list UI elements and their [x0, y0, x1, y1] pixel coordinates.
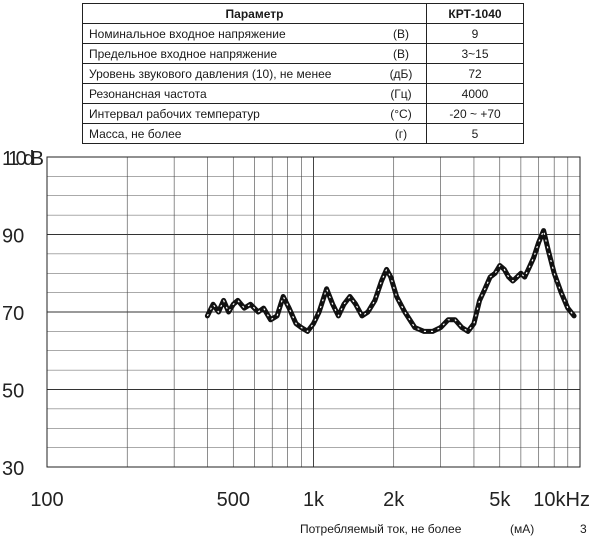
- spec-row: Интервал рабочих температур (°С) -20 ~ +70: [82, 103, 524, 124]
- spec-row: Номинальное входное напряжение (В) 9: [82, 23, 524, 44]
- spec-row: Резонансная частота (Гц) 4000: [82, 83, 524, 104]
- header-model: КРТ-1040: [426, 3, 524, 24]
- spec-unit: (В): [376, 23, 427, 44]
- x-tick-label: 10kHz: [533, 489, 590, 511]
- spec-name: Предельное входное напряжение: [82, 43, 376, 64]
- header-parameter: Параметр: [82, 3, 427, 24]
- y-tick-label: 110dB: [2, 148, 44, 170]
- response-curve: [204, 228, 577, 334]
- x-tick-label: 100: [30, 489, 63, 511]
- spec-row: Уровень звукового давления (10), не мене…: [82, 63, 524, 84]
- current-value: 3: [580, 522, 587, 536]
- spec-row: Масса, не более (г) 5: [82, 123, 524, 144]
- chart-grid: [46, 156, 581, 468]
- spec-value: 3~15: [426, 43, 524, 64]
- x-tick-label: 1k: [303, 489, 325, 511]
- spec-value: 72: [426, 63, 524, 84]
- spec-unit: (г): [376, 123, 427, 144]
- current-unit: (мА): [510, 522, 535, 536]
- spec-row: Предельное входное напряжение (В) 3~15: [82, 43, 524, 64]
- spec-name: Интервал рабочих температур: [82, 103, 376, 124]
- spec-unit: (°С): [376, 103, 427, 124]
- spec-value: -20 ~ +70: [426, 103, 524, 124]
- y-tick-label: 30: [2, 458, 24, 480]
- x-axis-labels: 100 500 1k 2k 5k 10kHz: [30, 489, 590, 511]
- spec-value: 5: [426, 123, 524, 144]
- x-tick-label: 2k: [383, 489, 405, 511]
- spec-name: Резонансная частота: [82, 83, 376, 104]
- spec-unit: (дБ): [376, 63, 427, 84]
- spec-unit: (В): [376, 43, 427, 64]
- spec-unit: (Гц): [376, 83, 427, 104]
- spec-value: 4000: [426, 83, 524, 104]
- spec-table-header: Параметр КРТ-1040: [82, 3, 524, 24]
- plot-frame: [46, 156, 581, 468]
- y-tick-label: 90: [2, 226, 24, 248]
- y-axis-labels: 110dB 90 70 50 30: [2, 148, 44, 480]
- y-tick-label: 50: [2, 381, 24, 403]
- spec-table: Параметр КРТ-1040 Номинальное входное на…: [82, 3, 524, 144]
- y-tick-label: 70: [2, 303, 24, 325]
- x-tick-label: 500: [217, 489, 250, 511]
- spec-table-body: Номинальное входное напряжение (В) 9 Предел…: [82, 23, 524, 144]
- x-tick-label: 5k: [489, 489, 511, 511]
- spec-name: Масса, не более: [82, 123, 376, 144]
- spec-name: Уровень звукового давления (10), не мене…: [82, 63, 376, 84]
- response-series: [204, 228, 577, 334]
- current-label: Потребляемый ток, не более: [300, 522, 462, 536]
- frequency-response-chart: 110dB 90 70 50 30 100 500 1k 2k 5k 10kHz: [2, 148, 590, 511]
- spec-name: Номинальное входное напряжение: [82, 23, 376, 44]
- spec-value: 9: [426, 23, 524, 44]
